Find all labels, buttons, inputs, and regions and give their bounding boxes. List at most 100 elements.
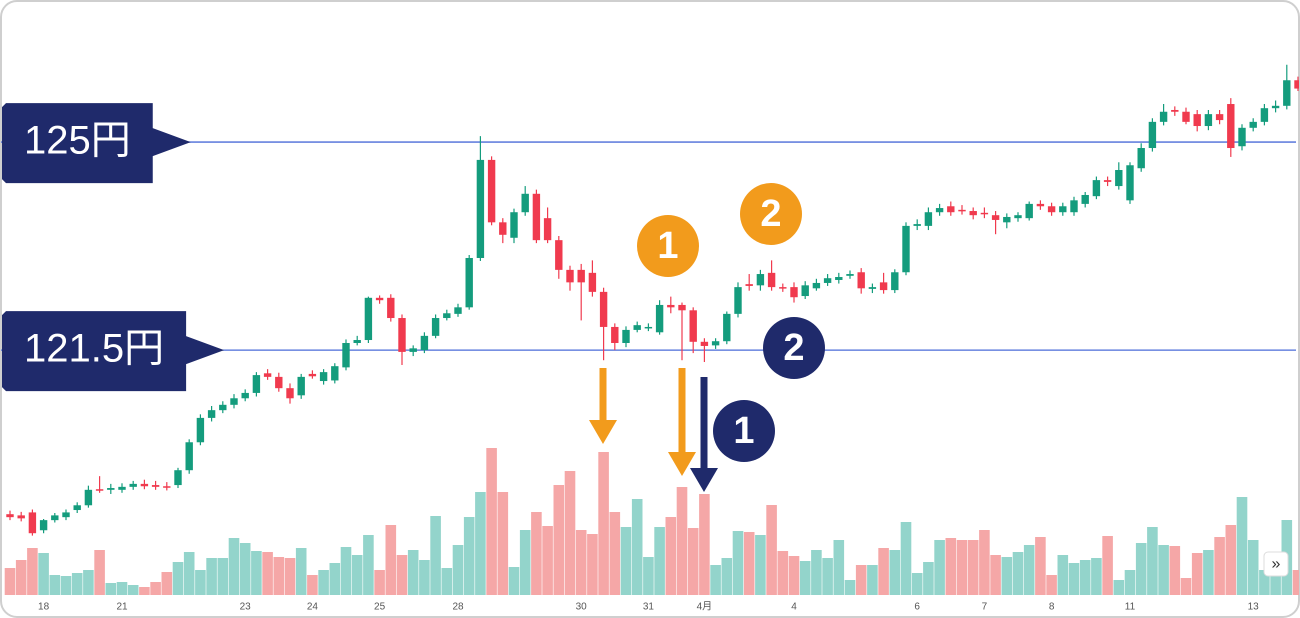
candle-body [17, 515, 25, 519]
candle-body [62, 512, 70, 518]
candle-body [902, 225, 910, 273]
volume-bar [531, 512, 542, 595]
volume-bar [183, 552, 195, 595]
candle-body [543, 218, 552, 241]
candle-body [980, 212, 989, 215]
candle-body [1036, 203, 1045, 207]
candle-body [655, 304, 664, 333]
x-tick-label: 31 [643, 602, 655, 613]
candle-body [409, 348, 417, 352]
x-tick-label: 13 [1248, 602, 1260, 613]
volume-bar [38, 553, 49, 595]
volume-bar [1124, 570, 1136, 595]
volume-bar [94, 550, 105, 595]
candle-body [84, 489, 93, 506]
scroll-button-label[interactable]: » [1272, 556, 1281, 573]
orange-marker [740, 183, 802, 245]
volume-bar [654, 527, 665, 595]
candle-body [1238, 127, 1246, 147]
volume-bar [1035, 537, 1046, 595]
volume-bar [732, 531, 744, 595]
volume-bar [777, 551, 789, 595]
level-label-text: 121.5円 [24, 327, 164, 371]
candle-body [1182, 111, 1190, 122]
volume-bar [351, 555, 363, 595]
volume-bar [911, 573, 923, 595]
candle-body [1126, 165, 1134, 201]
candle-body [487, 159, 496, 223]
candle-body [465, 257, 473, 308]
volume-bar [945, 538, 957, 595]
candle-body [1249, 121, 1257, 128]
volume-bar [967, 540, 979, 595]
marker-label: 1 [657, 225, 678, 267]
candle-body [1294, 80, 1299, 89]
candle-body [286, 388, 294, 399]
x-tick-label: 6 [914, 602, 920, 613]
candle-body [1159, 111, 1168, 122]
candle-body [678, 304, 686, 311]
volume-bar [508, 567, 520, 595]
candle-body [398, 318, 406, 352]
candle-body [1092, 180, 1101, 197]
candle-body [1059, 206, 1067, 213]
candle-body [924, 212, 933, 226]
volume-bar [116, 582, 128, 595]
volume-bar [27, 548, 38, 595]
volume-bar [329, 563, 341, 595]
candle-body [969, 211, 977, 216]
candle-body [767, 272, 776, 288]
volume-bar [1270, 570, 1281, 595]
marker-label: 1 [733, 410, 754, 452]
candle-body [129, 483, 137, 487]
volume-bar [822, 558, 833, 595]
volume-bar [340, 547, 352, 595]
candle-body [118, 486, 126, 490]
volume-bar [1191, 553, 1203, 595]
candle-body [1260, 108, 1269, 122]
volume-bar [889, 550, 901, 595]
volume-bar [1079, 560, 1091, 595]
volume-bar [811, 550, 822, 595]
candle-body [6, 514, 14, 518]
volume-bar [1247, 540, 1259, 595]
volume-bar [1057, 555, 1069, 595]
candle-body [1215, 114, 1224, 121]
volume-bar [71, 573, 83, 595]
volume-bar [643, 557, 654, 595]
volume-bar [127, 585, 139, 595]
candle-body [241, 392, 249, 399]
volume-bar [878, 548, 889, 595]
volume-bar [15, 560, 27, 595]
volume-bar [206, 558, 217, 595]
candle-body [846, 274, 854, 276]
volume-bar [139, 587, 150, 595]
candle-body [1193, 114, 1201, 127]
candle-body [734, 287, 742, 314]
volume-bar [710, 565, 721, 595]
candle-body [991, 215, 1000, 220]
candle-body [622, 329, 630, 343]
candle-body [151, 485, 160, 487]
volume-bar [799, 561, 811, 595]
volume-bar [497, 492, 509, 595]
candle-body [499, 222, 507, 235]
candle-body [420, 335, 429, 351]
volume-bar [934, 540, 945, 595]
volume-bar [855, 565, 867, 595]
volume-bar [1135, 543, 1147, 595]
volume-bar [1068, 563, 1080, 595]
candle-body [196, 417, 205, 443]
volume-bar [1259, 570, 1270, 595]
candle-body [779, 287, 787, 289]
candle-body [510, 212, 518, 238]
volume-bar [1102, 536, 1113, 595]
level-label-box [2, 311, 225, 392]
navy-marker [713, 400, 775, 462]
candle-body [219, 404, 227, 411]
volume-bar [519, 530, 531, 595]
scroll-button[interactable] [1263, 551, 1289, 577]
volume-bar [396, 555, 408, 595]
